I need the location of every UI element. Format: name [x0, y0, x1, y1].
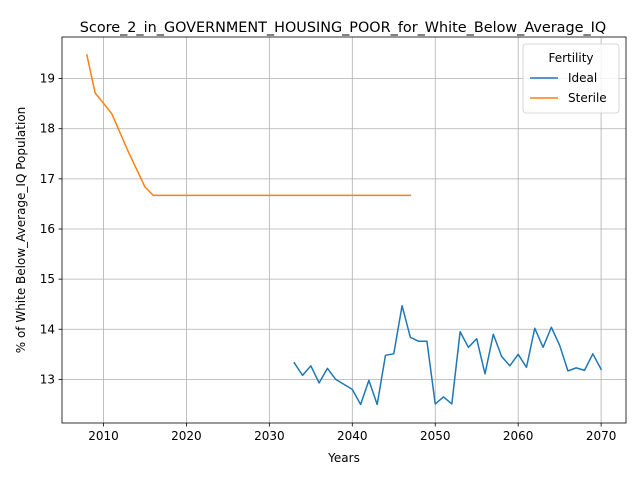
- series-line-sterile: [85, 54, 412, 197]
- y-tick-label: 19: [40, 72, 55, 86]
- legend-label-sterile: Sterile: [568, 91, 607, 105]
- legend: Fertility Ideal Sterile: [522, 43, 620, 114]
- y-axis-label: % of White Below_Average_IQ Population: [14, 107, 28, 354]
- y-tick-label: 16: [40, 222, 55, 236]
- grid: [62, 37, 626, 423]
- chart-title: Score_2_in_GOVERNMENT_HOUSING_POOR_for_W…: [80, 20, 606, 36]
- x-tick-label: 2020: [171, 429, 202, 443]
- series-line-ideal: [293, 304, 603, 406]
- legend-label-ideal: Ideal: [568, 71, 597, 85]
- plot-frame: [61, 36, 627, 424]
- y-tick-label: 17: [40, 172, 55, 186]
- x-axis-label: Years: [327, 451, 360, 465]
- x-tick-label: 2050: [420, 429, 451, 443]
- x-tick-label: 2010: [88, 429, 119, 443]
- y-tick-label: 18: [40, 122, 55, 136]
- series-lines: [85, 54, 603, 406]
- y-tick-label: 14: [40, 322, 55, 336]
- legend-box: [522, 43, 620, 114]
- y-axis: 13 14 15 16 17 18 19: [40, 72, 62, 386]
- y-tick-label: 13: [40, 372, 55, 386]
- x-tick-label: 2040: [337, 429, 368, 443]
- x-tick-label: 2030: [254, 429, 285, 443]
- x-tick-label: 2060: [503, 429, 534, 443]
- y-tick-label: 15: [40, 272, 55, 286]
- x-axis: 2010 2020 2030 2040 2050 2060 2070: [88, 423, 616, 443]
- legend-title: Fertility: [548, 51, 593, 65]
- x-tick-label: 2070: [586, 429, 617, 443]
